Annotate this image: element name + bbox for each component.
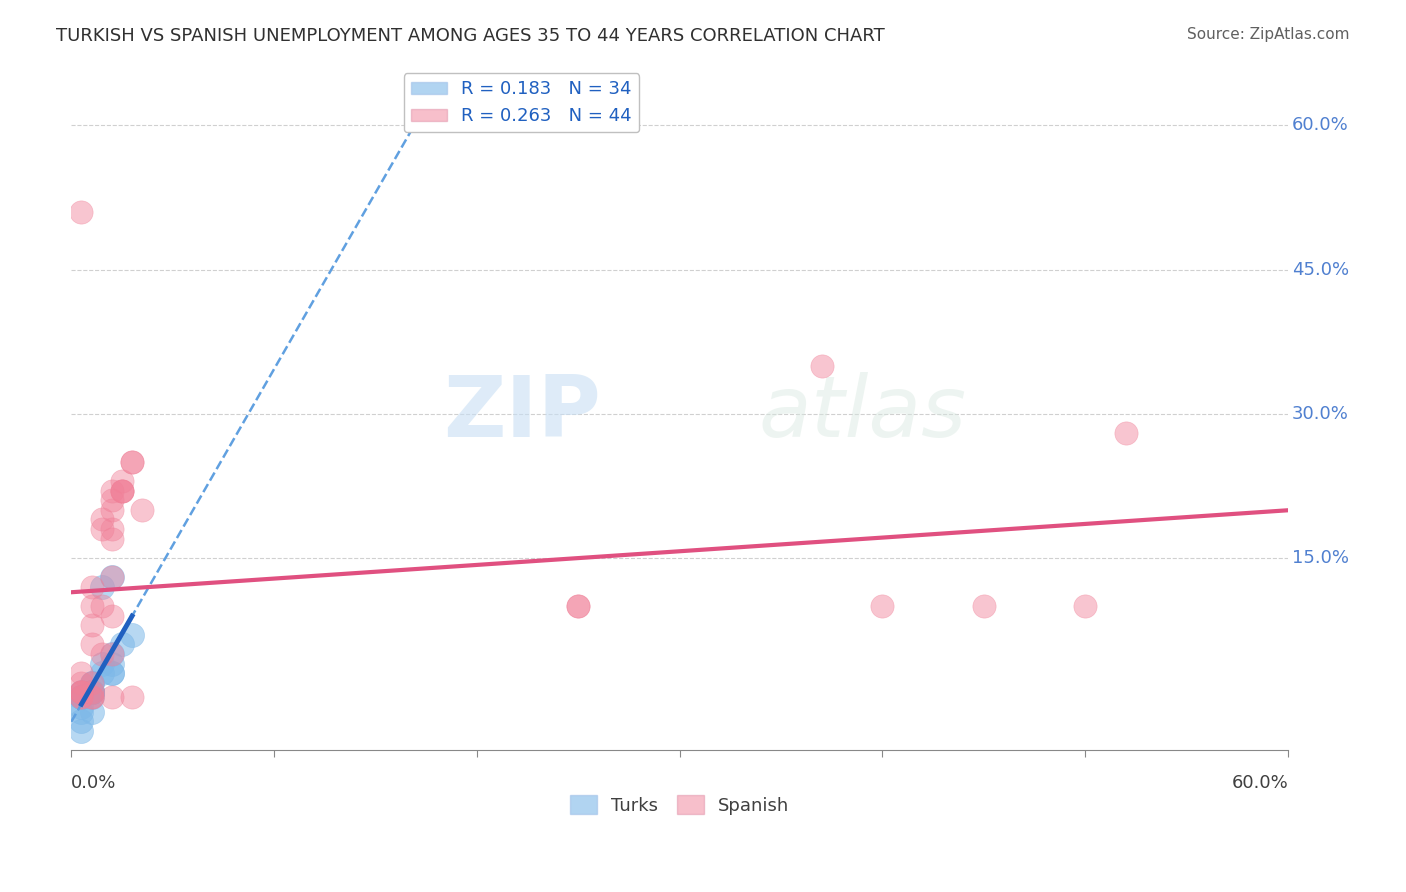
Text: ZIP: ZIP [443, 372, 600, 455]
Point [80, 637, 103, 651]
Point [101, 522, 124, 536]
Point [70, 685, 93, 699]
Point [70, 690, 93, 705]
Point [70, 723, 93, 738]
Point [70, 690, 93, 705]
Point [80, 690, 103, 705]
Point [111, 483, 134, 498]
Point [70, 699, 93, 714]
Point [80, 690, 103, 705]
Point [70, 666, 93, 681]
Point [80, 685, 103, 699]
Point [80, 685, 103, 699]
Point [131, 503, 153, 517]
Point [1074, 599, 1097, 613]
Point [810, 359, 832, 373]
Point [70, 205, 93, 219]
Point [70, 690, 93, 705]
Point [101, 570, 124, 584]
Point [90, 657, 112, 671]
Point [80, 685, 103, 699]
Point [70, 690, 93, 705]
Text: 60.0%: 60.0% [1232, 774, 1288, 792]
Point [121, 455, 143, 469]
Point [80, 685, 103, 699]
Point [567, 599, 589, 613]
Point [90, 666, 112, 681]
Point [80, 685, 103, 699]
Point [80, 690, 103, 705]
Point [973, 599, 995, 613]
Point [80, 685, 103, 699]
Point [101, 657, 124, 671]
Point [70, 685, 93, 699]
Point [121, 690, 143, 705]
Point [101, 666, 124, 681]
Point [121, 628, 143, 642]
Point [70, 690, 93, 705]
Point [80, 580, 103, 594]
Point [70, 705, 93, 719]
Point [111, 637, 134, 651]
Point [80, 685, 103, 699]
Text: atlas: atlas [759, 372, 967, 455]
Point [101, 608, 124, 623]
Point [101, 647, 124, 661]
Point [101, 666, 124, 681]
Point [1115, 425, 1137, 440]
Point [70, 685, 93, 699]
Point [70, 685, 93, 699]
Legend: Turks, Spanish: Turks, Spanish [562, 788, 797, 822]
Point [101, 493, 124, 508]
Point [90, 522, 112, 536]
Text: 45.0%: 45.0% [1292, 260, 1350, 278]
Point [121, 455, 143, 469]
Point [80, 675, 103, 690]
Point [80, 685, 103, 699]
Point [101, 647, 124, 661]
Point [80, 675, 103, 690]
Point [90, 580, 112, 594]
Text: 30.0%: 30.0% [1292, 405, 1348, 423]
Point [70, 714, 93, 729]
Point [111, 474, 134, 488]
Text: 15.0%: 15.0% [1292, 549, 1350, 567]
Point [90, 647, 112, 661]
Point [80, 675, 103, 690]
Point [90, 512, 112, 526]
Point [111, 483, 134, 498]
Point [70, 690, 93, 705]
Point [80, 685, 103, 699]
Text: TURKISH VS SPANISH UNEMPLOYMENT AMONG AGES 35 TO 44 YEARS CORRELATION CHART: TURKISH VS SPANISH UNEMPLOYMENT AMONG AG… [56, 27, 884, 45]
Text: Source: ZipAtlas.com: Source: ZipAtlas.com [1187, 27, 1350, 42]
Point [80, 599, 103, 613]
Point [567, 599, 589, 613]
Point [101, 532, 124, 546]
Text: 0.0%: 0.0% [72, 774, 117, 792]
Point [101, 690, 124, 705]
Point [872, 599, 894, 613]
Point [80, 705, 103, 719]
Point [101, 483, 124, 498]
Point [101, 570, 124, 584]
Point [90, 599, 112, 613]
Point [70, 690, 93, 705]
Text: 60.0%: 60.0% [1292, 117, 1348, 135]
Point [80, 618, 103, 632]
Point [101, 503, 124, 517]
Point [111, 483, 134, 498]
Point [70, 690, 93, 705]
Point [70, 690, 93, 705]
Point [70, 675, 93, 690]
